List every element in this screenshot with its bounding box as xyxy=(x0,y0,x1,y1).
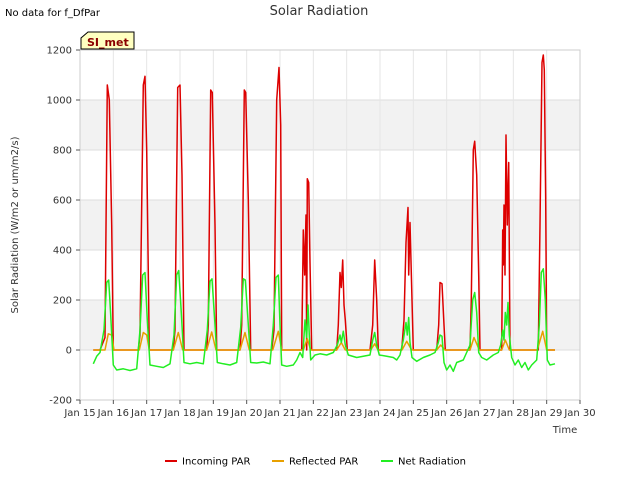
y-tick-label: 800 xyxy=(53,146,72,157)
chart-title: Solar Radiation xyxy=(270,4,369,19)
y-tick-label: 200 xyxy=(53,296,72,307)
y-axis-title: Solar Radiation (W/m2 or um/m2/s) xyxy=(10,136,21,313)
x-tick-label: Jan 30 xyxy=(563,408,595,419)
x-tick-label: Jan 25 xyxy=(397,408,429,419)
y-tick-label: 1200 xyxy=(47,46,72,57)
legend: Incoming PAR Reflected PAR Net Radiation xyxy=(165,457,466,468)
legend-label-incoming-par: Incoming PAR xyxy=(182,457,251,468)
x-tick-label: Jan 28 xyxy=(497,408,529,419)
x-axis: Jan 15 Jan 16 Jan 17 Jan 18 Jan 19 Jan 20 Jan … xyxy=(63,400,596,419)
x-tick-label: Jan 26 xyxy=(430,408,462,419)
legend-label-reflected-par: Reflected PAR xyxy=(289,457,358,468)
x-tick-label: Jan 17 xyxy=(130,408,162,419)
series-line-net-radiation xyxy=(92,268,556,373)
x-tick-label: Jan 23 xyxy=(330,408,362,419)
grid-band xyxy=(80,200,580,250)
x-tick-label: Jan 16 xyxy=(97,408,129,419)
y-tick-label: 0 xyxy=(66,346,72,357)
y-tick-label: 1000 xyxy=(47,96,72,107)
y-tick-label: 400 xyxy=(53,246,72,257)
no-data-notice: No data for f_DfPar xyxy=(5,8,100,19)
x-tick-label: Jan 24 xyxy=(363,408,395,419)
grid-band xyxy=(80,100,580,150)
x-tick-label: Jan 27 xyxy=(463,408,495,419)
x-tick-label: Jan 20 xyxy=(230,408,262,419)
y-axis: -200 0 200 400 600 800 1000 1200 xyxy=(47,46,80,407)
x-axis-title: Time xyxy=(552,425,577,436)
x-tick-label: Jan 19 xyxy=(197,408,229,419)
x-tick-label: Jan 18 xyxy=(163,408,195,419)
x-tick-label: Jan 22 xyxy=(297,408,329,419)
y-tick-label: -200 xyxy=(49,396,72,407)
plot-border xyxy=(79,49,581,401)
site-badge: SI_met xyxy=(80,31,135,50)
x-tick-label: Jan 21 xyxy=(263,408,295,419)
y-tick-label: 600 xyxy=(53,196,72,207)
site-badge-label: SI_met xyxy=(87,36,129,49)
series-lines xyxy=(92,54,556,373)
x-tick-label: Jan 29 xyxy=(530,408,562,419)
x-tick-label: Jan 15 xyxy=(63,408,95,419)
grid-band xyxy=(80,300,580,350)
legend-label-net-radiation: Net Radiation xyxy=(398,457,466,468)
plot-area xyxy=(80,50,580,400)
